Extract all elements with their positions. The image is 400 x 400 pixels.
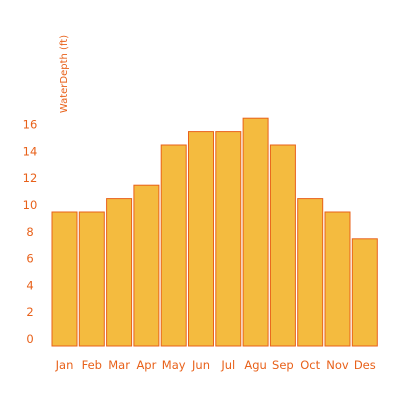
- x-tick-label: Sep: [272, 358, 294, 372]
- y-tick-label: 14: [23, 144, 38, 158]
- x-tick-label: Des: [354, 358, 376, 372]
- bar-nov: [324, 211, 351, 347]
- y-tick-label: 4: [26, 278, 33, 292]
- bar-oct: [297, 198, 324, 347]
- x-tick-label: Oct: [300, 358, 320, 372]
- y-tick-label: 2: [26, 305, 33, 319]
- x-tick-label: Jan: [55, 358, 74, 372]
- x-tick-label: Mar: [108, 358, 130, 372]
- y-tick-label: 0: [26, 332, 33, 346]
- x-tick-label: Agu: [244, 358, 266, 372]
- x-tick-label: Feb: [82, 358, 102, 372]
- y-tick-label: 6: [26, 252, 33, 266]
- bar-jun: [188, 131, 214, 347]
- y-tick-label: 8: [26, 225, 33, 239]
- x-tick-label: Apr: [136, 358, 156, 372]
- bar-sep: [269, 144, 296, 347]
- y-tick-label: 12: [23, 171, 38, 185]
- y-axis-ticks: 0 2 4 6 8 10 12 14 16: [23, 118, 38, 346]
- bar-des: [351, 238, 378, 347]
- bar-series: [51, 117, 378, 347]
- bar-agu: [242, 117, 269, 347]
- x-tick-label: Jun: [191, 358, 210, 372]
- bar-jan: [51, 211, 78, 347]
- x-tick-label: Nov: [326, 358, 349, 372]
- y-tick-label: 10: [23, 198, 38, 212]
- y-tick-label: 16: [23, 118, 38, 132]
- bar-jul: [215, 131, 242, 347]
- x-tick-label: Jul: [220, 358, 235, 372]
- bar-may: [160, 144, 187, 347]
- bar-mar: [106, 198, 133, 347]
- bar-feb: [78, 211, 105, 347]
- y-axis-label: WaterDepth (ft): [59, 35, 70, 113]
- x-axis-ticks: Jan Feb Mar Apr May Jun Jul Agu Sep Oct Nov Des: [55, 358, 376, 372]
- x-tick-label: May: [162, 358, 186, 372]
- bar-apr: [133, 184, 160, 347]
